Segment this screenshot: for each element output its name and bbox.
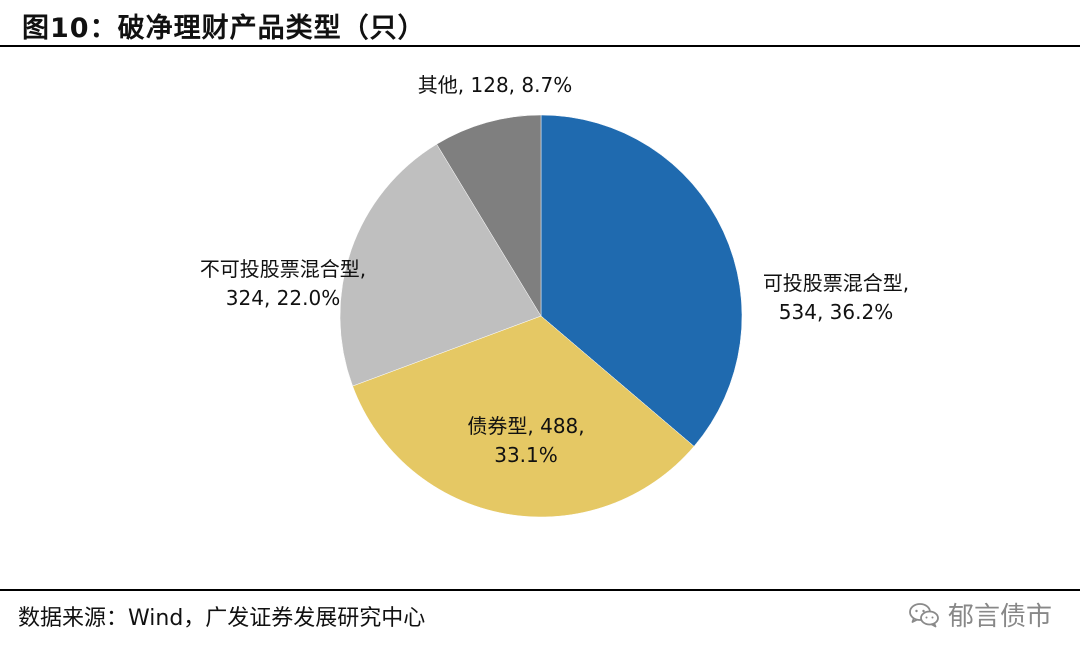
- pie-slice-2: [339, 143, 542, 387]
- watermark: 郁言债市: [908, 596, 1052, 633]
- source-note: 数据来源：Wind，广发证券发展研究中心: [18, 606, 426, 631]
- slice-label-0-line-0: 可投股票混合型,: [763, 271, 909, 295]
- watermark-text: 郁言债市: [947, 602, 1052, 632]
- pie-slice-0: [540, 114, 743, 447]
- slice-label-3: 其他, 128, 8.7%: [418, 73, 572, 97]
- pie-slice-1: [352, 315, 695, 518]
- slice-label-1-line-0: 债券型, 488,: [467, 414, 584, 438]
- slice-label-2: 不可投股票混合型, 324, 22.0%: [200, 257, 366, 310]
- figure-title: 图10：破净理财产品类型（只）: [22, 13, 426, 44]
- slice-label-3-line-0: 其他, 128, 8.7%: [418, 73, 572, 97]
- top-divider: [0, 45, 1080, 47]
- pie-slice-3: [436, 114, 542, 317]
- slice-label-0: 可投股票混合型, 534, 36.2%: [763, 271, 909, 324]
- bottom-divider: [0, 589, 1080, 591]
- slice-label-2-line-1: 324, 22.0%: [226, 286, 340, 310]
- slice-label-1: 债券型, 488, 33.1%: [467, 414, 584, 467]
- slice-label-1-line-1: 33.1%: [494, 443, 558, 467]
- wechat-icon: [908, 602, 940, 628]
- slice-label-0-line-1: 534, 36.2%: [779, 300, 893, 324]
- slice-label-2-line-0: 不可投股票混合型,: [200, 257, 366, 281]
- pie-labels: 可投股票混合型, 534, 36.2% 债券型, 488, 33.1% 不可投股票混合型…: [200, 73, 909, 467]
- pie-slices: [339, 114, 743, 518]
